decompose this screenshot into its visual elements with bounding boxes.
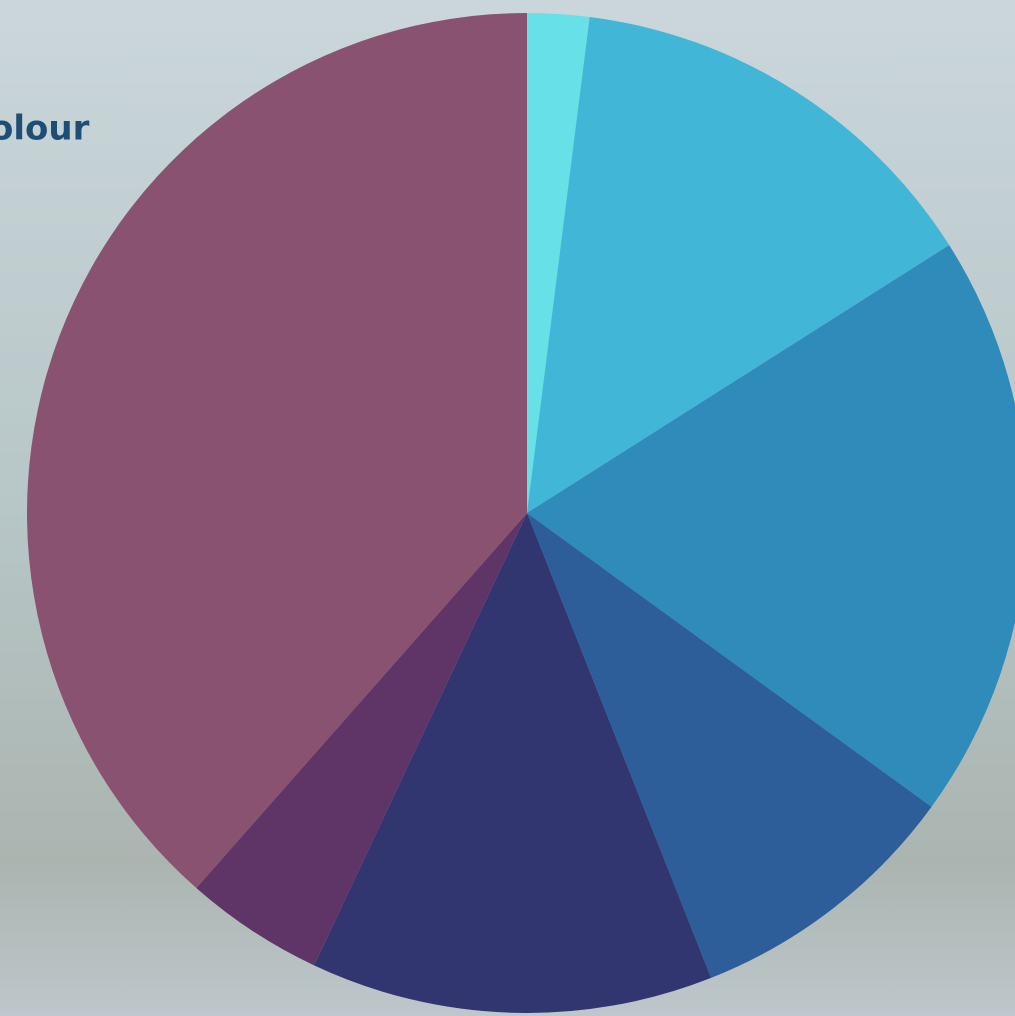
chart-title: olour [0, 109, 90, 149]
pie-slice [527, 513, 932, 978]
pie-slice [314, 513, 712, 1013]
pie [26, 13, 1015, 1013]
pie-slice [527, 13, 590, 513]
pie-slice [196, 513, 528, 966]
pie-slice [527, 16, 950, 513]
pie-slice [26, 13, 527, 889]
pie-slice [527, 245, 1015, 807]
